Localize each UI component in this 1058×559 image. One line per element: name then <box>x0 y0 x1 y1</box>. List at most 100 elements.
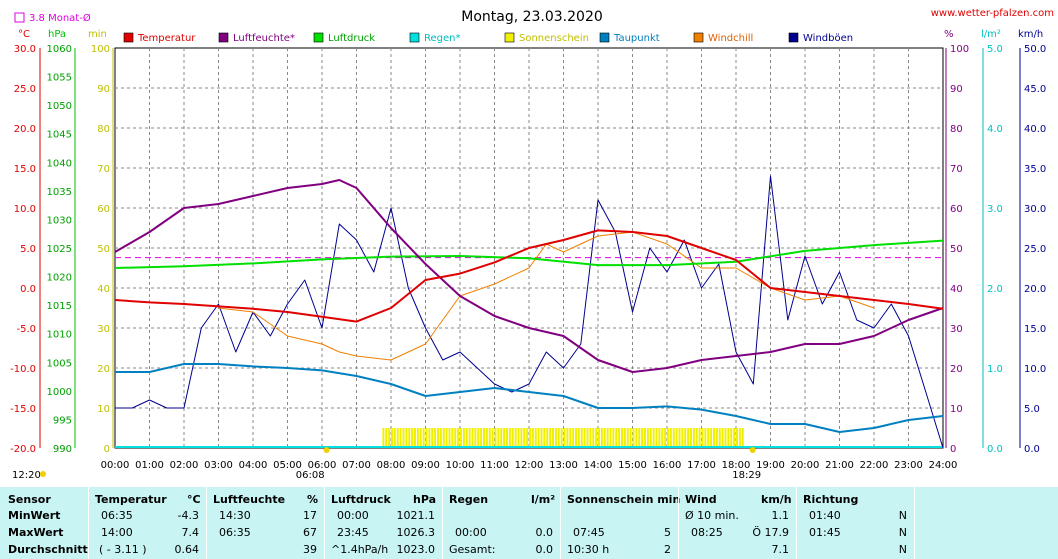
header-sonnenschein: Sonnenschein min <box>567 493 681 506</box>
chart-title: Montag, 23.03.2020 <box>461 9 603 25</box>
sunshine-bar <box>655 428 658 448</box>
sunshine-bar <box>661 428 664 448</box>
header-wind-unit: km/h <box>761 493 792 506</box>
humidity-tick-label: 50 <box>950 244 963 255</box>
rain-tick-label: 2.0 <box>987 284 1003 295</box>
temp-tick-label: 5.0 <box>20 244 36 255</box>
x-tick-label: 15:00 <box>618 460 647 471</box>
x-tick-label: 19:00 <box>756 460 785 471</box>
sunshine-bar <box>471 428 474 448</box>
sunshine-bar <box>523 428 526 448</box>
sunshine-bar <box>437 428 439 448</box>
temp-tick-label: 15.0 <box>14 164 36 175</box>
dir-max-time: 01:45 <box>809 526 841 539</box>
sun-tick-label: 50 <box>97 244 110 255</box>
sun-max-value: 5 <box>664 526 671 539</box>
pressure-tick-label: 1010 <box>47 330 72 341</box>
sunshine-bar <box>529 428 531 448</box>
sunshine-bar <box>563 428 566 448</box>
sunshine-bar <box>416 428 419 448</box>
header-luftfeuchte: Luftfeuchte <box>213 493 286 506</box>
sunshine-bar <box>715 428 718 448</box>
series-luftdruck-line <box>114 239 944 269</box>
sunshine-bar <box>664 428 667 448</box>
humidity-tick-label: 0 <box>950 444 956 455</box>
x-tick-label: 14:00 <box>584 460 613 471</box>
sunshine-bar <box>411 428 414 448</box>
legend-label: Luftdruck <box>328 33 375 44</box>
sunshine-bar <box>738 428 741 448</box>
sunshine-bar <box>618 428 621 448</box>
sunshine-bar <box>534 428 537 448</box>
series-temperatur-line <box>114 229 944 323</box>
row-label-min: MinWert <box>8 509 61 522</box>
sunshine-bar <box>603 428 606 448</box>
sun-tick-label: 0 <box>104 444 110 455</box>
sunshine-bar <box>462 428 465 448</box>
sunshine-bar <box>405 428 408 448</box>
sunshine-bar <box>690 428 692 448</box>
sunshine-bar <box>480 428 483 448</box>
sunshine-bar <box>431 428 434 448</box>
x-tick-label: 00:00 <box>101 460 130 471</box>
press-trend: ^1.4hPa/h <box>331 543 389 556</box>
sunshine-bar <box>422 428 425 448</box>
temp-avg-note: ( - 3.11 ) <box>99 543 147 556</box>
sunshine-bar <box>615 428 618 448</box>
temp-max-time: 14:00 <box>101 526 133 539</box>
header-richtung: Richtung <box>803 493 859 506</box>
statistics-table: Sensor MinWert MaxWert Durchschnitt Temp… <box>0 487 1058 559</box>
col-sensor: Sensor MinWert MaxWert Durchschnitt <box>0 487 88 559</box>
legend-swatch <box>313 32 324 43</box>
series-luftfeuchte-line <box>114 179 944 373</box>
sunshine-bar <box>595 428 598 448</box>
wind-max-time: 08:25 <box>691 526 723 539</box>
temp-tick-label: 10.0 <box>14 204 36 215</box>
sunshine-bar <box>391 428 393 448</box>
x-tick-label: 09:00 <box>411 460 440 471</box>
header-wind: Wind <box>685 493 717 506</box>
sunshine-bar <box>623 428 626 448</box>
sunshine-bar <box>641 428 644 448</box>
pressure-tick-label: 1020 <box>47 273 72 284</box>
x-tick-label: 22:00 <box>860 460 889 471</box>
legend-swatch <box>788 32 799 43</box>
sunshine-bar <box>629 428 632 448</box>
sunshine-bar <box>382 428 385 448</box>
sunshine-bar <box>442 428 445 448</box>
x-tick-label: 12:00 <box>515 460 544 471</box>
sun-total-hours: 10:30 h <box>567 543 610 556</box>
x-tick-label: 24:00 <box>929 460 958 471</box>
sun-avg-value: 2 <box>664 543 671 556</box>
source-url: www.wetter-pfalzen.com <box>931 8 1054 19</box>
press-max-time: 23:45 <box>337 526 369 539</box>
x-tick-label: 20:00 <box>791 460 820 471</box>
sunshine-bar <box>692 428 695 448</box>
sunshine-bar <box>600 428 603 448</box>
header-sensor: Sensor <box>8 493 51 506</box>
hum-min-value: 17 <box>303 509 317 522</box>
x-tick-label: 04:00 <box>239 460 268 471</box>
rain-total-value: 0.0 <box>535 543 554 556</box>
sunshine-bar <box>439 428 442 448</box>
sunshine-bar <box>549 428 552 448</box>
legend-swatch <box>504 32 515 43</box>
sun-tick-label: 30 <box>97 324 110 335</box>
wind-tick-label: 35.0 <box>1024 164 1046 175</box>
mean-legend-icon <box>14 12 25 23</box>
wind-tick-label: 45.0 <box>1024 84 1046 95</box>
sunshine-bar <box>491 428 494 448</box>
sunshine-bar <box>485 428 488 448</box>
rain-total-label: Gesamt: <box>449 543 496 556</box>
hum-max-time: 06:35 <box>219 526 251 539</box>
x-tick-label: 21:00 <box>825 460 854 471</box>
sunshine-bar <box>583 428 586 448</box>
sunshine-bar <box>385 428 388 448</box>
day-length-label: 12:20 <box>12 470 41 481</box>
temp-tick-label: 30.0 <box>14 44 36 55</box>
sunshine-bar <box>704 428 707 448</box>
sunshine-bar <box>569 428 572 448</box>
sunshine-bar <box>724 428 727 448</box>
temp-tick-label: -15.0 <box>10 404 36 415</box>
sunshine-bar <box>531 428 534 448</box>
